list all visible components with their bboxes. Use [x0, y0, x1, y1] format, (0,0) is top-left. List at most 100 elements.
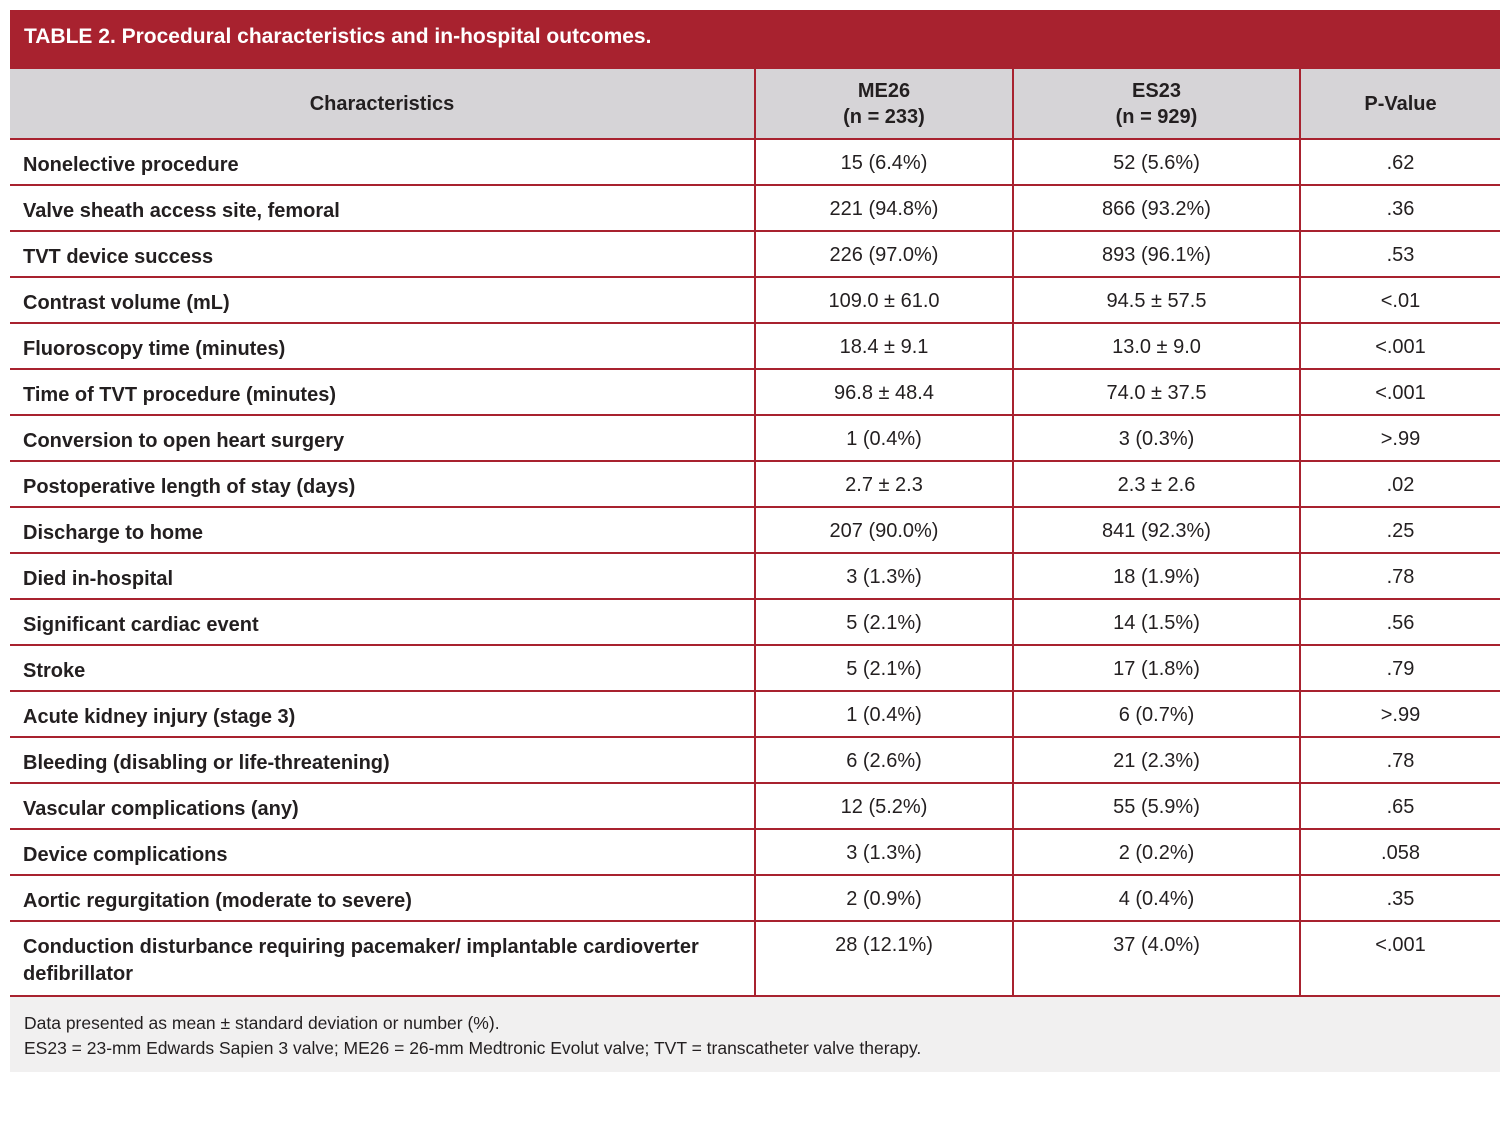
- cell-value: 893 (96.1%): [1012, 230, 1301, 278]
- cell-value: 2.7 ± 2.3: [754, 460, 1014, 508]
- table-row: Died in-hospital 3 (1.3%) 18 (1.9%) .78: [10, 552, 1500, 600]
- footnotes: Data presented as mean ± standard deviat…: [10, 997, 1500, 1072]
- table-row: Aortic regurgitation (moderate to severe…: [10, 874, 1500, 922]
- cell-value: .53: [1299, 230, 1500, 278]
- row-label: Fluoroscopy time (minutes): [10, 322, 756, 370]
- cell-value: 3 (1.3%): [754, 828, 1014, 876]
- column-n: (n = 233): [843, 105, 925, 128]
- cell-value: 207 (90.0%): [754, 506, 1014, 554]
- cell-value: 221 (94.8%): [754, 184, 1014, 232]
- row-label: TVT device success: [10, 230, 756, 278]
- table-row: Device complications 3 (1.3%) 2 (0.2%) .058: [10, 828, 1500, 876]
- row-label: Conduction disturbance requiring pacemak…: [10, 920, 756, 997]
- row-label: Nonelective procedure: [10, 138, 756, 186]
- cell-value: 841 (92.3%): [1012, 506, 1301, 554]
- cell-value: 14 (1.5%): [1012, 598, 1301, 646]
- table-row: TVT device success 226 (97.0%) 893 (96.1%)…: [10, 230, 1500, 278]
- table-panel: TABLE 2. Procedural characteristics and …: [10, 10, 1500, 1072]
- row-label: Died in-hospital: [10, 552, 756, 600]
- row-label: Aortic regurgitation (moderate to severe…: [10, 874, 756, 922]
- cell-value: 17 (1.8%): [1012, 644, 1301, 692]
- row-label: Discharge to home: [10, 506, 756, 554]
- cell-value: .78: [1299, 552, 1500, 600]
- footnote: ES23 = 23-mm Edwards Sapien 3 valve; ME2…: [24, 1038, 922, 1058]
- cell-value: <.001: [1299, 368, 1500, 416]
- cell-value: 5 (2.1%): [754, 644, 1014, 692]
- column-n: (n = 929): [1115, 105, 1198, 128]
- cell-value: .62: [1299, 138, 1500, 186]
- row-label: Valve sheath access site, femoral: [10, 184, 756, 232]
- table-row: Significant cardiac event 5 (2.1%) 14 (1.5…: [10, 598, 1500, 646]
- table-title: TABLE 2. Procedural characteristics and …: [10, 10, 1500, 67]
- cell-value: .78: [1299, 736, 1500, 784]
- cell-value: 109.0 ± 61.0: [754, 276, 1014, 324]
- column-name: ES23: [1132, 79, 1181, 102]
- row-label: Vascular complications (any): [10, 782, 756, 830]
- cell-value: .25: [1299, 506, 1500, 554]
- cell-value: .35: [1299, 874, 1500, 922]
- column-header: ME26 (n = 233): [754, 67, 1014, 140]
- cell-value: .058: [1299, 828, 1500, 876]
- column-name: ME26: [857, 79, 911, 102]
- cell-value: .36: [1299, 184, 1500, 232]
- table-row: Fluoroscopy time (minutes) 18.4 ± 9.1 13.0…: [10, 322, 1500, 370]
- table-row: Contrast volume (mL) 109.0 ± 61.0 94.5 ± 5…: [10, 276, 1500, 324]
- cell-value: 18 (1.9%): [1012, 552, 1301, 600]
- cell-value: 226 (97.0%): [754, 230, 1014, 278]
- table-row: Postoperative length of stay (days) 2.7 ±…: [10, 460, 1500, 508]
- cell-value: 21 (2.3%): [1012, 736, 1301, 784]
- cell-value: 1 (0.4%): [754, 690, 1014, 738]
- cell-value: <.001: [1299, 920, 1500, 997]
- row-label: Significant cardiac event: [10, 598, 756, 646]
- table-row: Conduction disturbance requiring pacemak…: [10, 920, 1500, 997]
- table-row: Discharge to home 207 (90.0%) 841 (92.3%).…: [10, 506, 1500, 554]
- row-label: Conversion to open heart surgery: [10, 414, 756, 462]
- cell-value: 5 (2.1%): [754, 598, 1014, 646]
- cell-value: 55 (5.9%): [1012, 782, 1301, 830]
- cell-value: >.99: [1299, 690, 1500, 738]
- row-label: Time of TVT procedure (minutes): [10, 368, 756, 416]
- table-row: Conversion to open heart surgery 1 (0.4%)…: [10, 414, 1500, 462]
- column-header: Characteristics: [10, 67, 756, 140]
- cell-value: 6 (2.6%): [754, 736, 1014, 784]
- cell-value: 18.4 ± 9.1: [754, 322, 1014, 370]
- cell-value: 2.3 ± 2.6: [1012, 460, 1301, 508]
- cell-value: 52 (5.6%): [1012, 138, 1301, 186]
- cell-value: 6 (0.7%): [1012, 690, 1301, 738]
- cell-value: 2 (0.9%): [754, 874, 1014, 922]
- cell-value: <.01: [1299, 276, 1500, 324]
- cell-value: 12 (5.2%): [754, 782, 1014, 830]
- row-label: Bleeding (disabling or life-threatening): [10, 736, 756, 784]
- data-table: Characteristics ME26 (n = 233) ES23 (n = 929…: [10, 67, 1500, 997]
- cell-value: .65: [1299, 782, 1500, 830]
- table-row: Vascular complications (any) 12 (5.2%) 55 …: [10, 782, 1500, 830]
- table-row: Nonelective procedure 15 (6.4%) 52 (5.6%).…: [10, 138, 1500, 186]
- cell-value: 96.8 ± 48.4: [754, 368, 1014, 416]
- cell-value: 94.5 ± 57.5: [1012, 276, 1301, 324]
- cell-value: 3 (0.3%): [1012, 414, 1301, 462]
- column-name: P-Value: [1364, 92, 1437, 115]
- cell-value: 4 (0.4%): [1012, 874, 1301, 922]
- row-label: Postoperative length of stay (days): [10, 460, 756, 508]
- row-label: Acute kidney injury (stage 3): [10, 690, 756, 738]
- table-row: Valve sheath access site, femoral 221 (94…: [10, 184, 1500, 232]
- table-row: Time of TVT procedure (minutes) 96.8 ± 48…: [10, 368, 1500, 416]
- table-row: Acute kidney injury (stage 3) 1 (0.4%) 6 (…: [10, 690, 1500, 738]
- cell-value: 28 (12.1%): [754, 920, 1014, 997]
- table-row: Bleeding (disabling or life-threatening)…: [10, 736, 1500, 784]
- cell-value: 74.0 ± 37.5: [1012, 368, 1301, 416]
- cell-value: >.99: [1299, 414, 1500, 462]
- column-header: ES23 (n = 929): [1012, 67, 1301, 140]
- cell-value: 13.0 ± 9.0: [1012, 322, 1301, 370]
- cell-value: <.001: [1299, 322, 1500, 370]
- row-label: Stroke: [10, 644, 756, 692]
- cell-value: 2 (0.2%): [1012, 828, 1301, 876]
- table-body: Nonelective procedure 15 (6.4%) 52 (5.6%).…: [10, 138, 1500, 997]
- column-header: P-Value: [1299, 67, 1500, 140]
- footnote: Data presented as mean ± standard deviat…: [24, 1013, 500, 1033]
- cell-value: 866 (93.2%): [1012, 184, 1301, 232]
- cell-value: .56: [1299, 598, 1500, 646]
- cell-value: 3 (1.3%): [754, 552, 1014, 600]
- row-label: Device complications: [10, 828, 756, 876]
- cell-value: 1 (0.4%): [754, 414, 1014, 462]
